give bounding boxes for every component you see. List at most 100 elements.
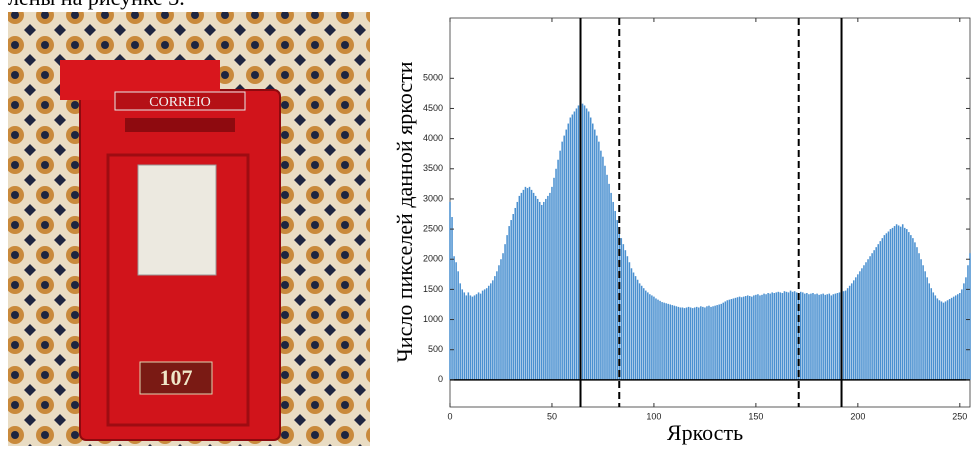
bar	[604, 165, 606, 380]
bar	[606, 174, 608, 380]
bar	[848, 285, 851, 380]
bar	[471, 296, 474, 380]
bar	[895, 224, 898, 380]
bar	[920, 259, 922, 380]
bar	[475, 294, 478, 380]
bar	[901, 224, 904, 380]
bar	[942, 302, 945, 380]
bar	[636, 279, 639, 380]
bar	[822, 293, 824, 380]
chart: Яркость Число пикселей данной яркости 0 5…	[392, 17, 971, 445]
bar	[873, 250, 875, 380]
bar	[638, 283, 641, 380]
bar	[571, 114, 574, 380]
bar	[602, 156, 604, 380]
bar	[553, 177, 555, 380]
bar	[536, 198, 539, 380]
bar	[726, 300, 729, 380]
x-tick-label: 100	[646, 411, 661, 421]
bar	[675, 306, 678, 380]
bar	[793, 291, 796, 380]
bar	[718, 304, 720, 380]
bar	[702, 306, 704, 380]
bar	[820, 294, 822, 380]
bar	[479, 293, 482, 380]
bar	[594, 129, 596, 380]
bar	[777, 291, 780, 380]
bar	[543, 201, 545, 380]
bar	[744, 296, 747, 380]
bar	[936, 298, 939, 380]
bar	[946, 300, 949, 380]
bar	[502, 253, 504, 380]
bar	[612, 201, 614, 380]
bar	[879, 241, 882, 380]
bar	[789, 290, 792, 380]
bar	[842, 291, 845, 380]
bar	[887, 231, 890, 380]
bar	[655, 298, 657, 380]
bar	[834, 293, 837, 380]
x-tick-label: 250	[952, 411, 967, 421]
bar	[494, 276, 496, 380]
bar	[459, 283, 461, 380]
bar	[561, 141, 563, 380]
bar	[957, 294, 959, 380]
bar	[934, 295, 937, 380]
bar	[781, 293, 784, 380]
bar	[547, 195, 549, 380]
bar	[802, 292, 804, 380]
bar	[948, 299, 951, 380]
bar	[932, 292, 935, 380]
bar	[506, 235, 508, 380]
bar	[467, 292, 470, 380]
bar	[742, 296, 745, 380]
bar	[922, 265, 924, 380]
x-axis-label: Яркость	[667, 420, 743, 445]
bar	[628, 262, 631, 380]
bar	[616, 220, 618, 380]
bar	[498, 265, 500, 380]
bar	[645, 290, 647, 380]
x-tick-label: 50	[547, 411, 557, 421]
bar	[626, 256, 629, 380]
bar	[861, 268, 863, 380]
bar	[724, 301, 727, 380]
bar	[463, 292, 466, 380]
bar	[728, 299, 731, 380]
bar	[779, 292, 782, 380]
y-tick-label: 3000	[423, 193, 443, 203]
bar	[914, 242, 916, 380]
bar	[795, 292, 798, 380]
bar	[549, 192, 551, 380]
bar	[746, 295, 749, 380]
bar	[455, 262, 457, 380]
bar	[844, 290, 847, 380]
bar	[751, 296, 753, 380]
bar	[642, 288, 645, 380]
y-tick-label: 2500	[423, 223, 443, 233]
bar	[516, 201, 519, 380]
bar	[569, 117, 572, 380]
bar	[804, 293, 806, 380]
bar	[910, 235, 912, 380]
bar	[679, 307, 682, 380]
bar	[850, 283, 853, 380]
sign-plate	[114, 91, 246, 111]
bar	[838, 292, 841, 380]
bar	[469, 295, 472, 380]
bar	[583, 105, 586, 380]
bar	[714, 305, 716, 380]
bar	[940, 301, 943, 380]
bar	[693, 307, 696, 380]
bar	[967, 265, 969, 380]
bar	[816, 293, 818, 380]
bar	[483, 289, 486, 380]
bar	[461, 289, 463, 380]
bar	[485, 288, 488, 380]
bar	[806, 293, 808, 380]
bar	[877, 244, 879, 380]
bar	[769, 293, 771, 380]
bar	[573, 111, 576, 380]
bar	[634, 276, 637, 380]
